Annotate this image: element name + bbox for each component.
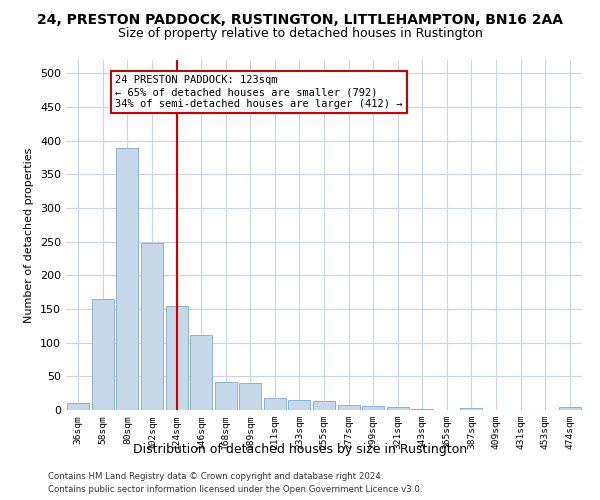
Text: Contains public sector information licensed under the Open Government Licence v3: Contains public sector information licen… [48, 485, 422, 494]
Bar [264, 398, 286, 410]
Bar [141, 243, 163, 410]
Bar [460, 408, 482, 410]
Bar [559, 408, 581, 410]
Bar [362, 406, 384, 410]
Bar [67, 404, 89, 410]
Bar [215, 382, 237, 410]
Text: Distribution of detached houses by size in Rustington: Distribution of detached houses by size … [133, 442, 467, 456]
Text: 24, PRESTON PADDOCK, RUSTINGTON, LITTLEHAMPTON, BN16 2AA: 24, PRESTON PADDOCK, RUSTINGTON, LITTLEH… [37, 12, 563, 26]
Text: Contains HM Land Registry data © Crown copyright and database right 2024.: Contains HM Land Registry data © Crown c… [48, 472, 383, 481]
Bar [411, 408, 433, 410]
Bar [116, 148, 139, 410]
Bar [92, 299, 114, 410]
Bar [289, 400, 310, 410]
Text: 24 PRESTON PADDOCK: 123sqm
← 65% of detached houses are smaller (792)
34% of sem: 24 PRESTON PADDOCK: 123sqm ← 65% of deta… [115, 76, 403, 108]
Bar [239, 383, 262, 410]
Bar [386, 408, 409, 410]
Bar [313, 401, 335, 410]
Bar [190, 334, 212, 410]
Bar [338, 404, 359, 410]
Y-axis label: Number of detached properties: Number of detached properties [25, 148, 34, 322]
Text: Size of property relative to detached houses in Rustington: Size of property relative to detached ho… [118, 28, 482, 40]
Bar [166, 306, 188, 410]
